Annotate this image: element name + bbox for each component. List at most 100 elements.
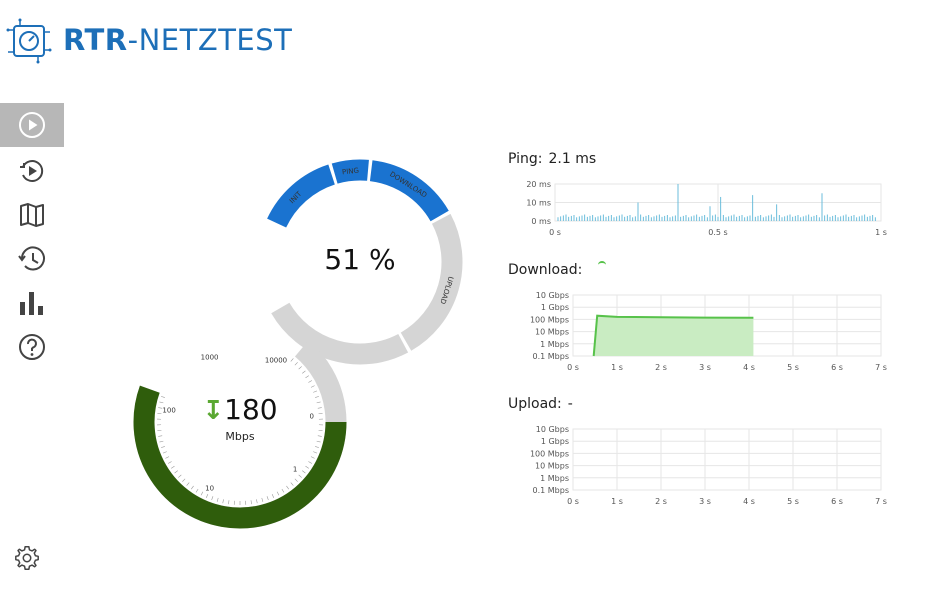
speed-gauge-tick (315, 446, 320, 448)
y-tick-label: 10 ms (526, 199, 551, 208)
speed-gauge-tick (317, 407, 322, 409)
speed-gauge-tick (205, 494, 209, 498)
speed-gauge-tick (160, 446, 165, 448)
speed-gauge-tick (195, 488, 199, 493)
speed-gauge-tick (159, 440, 164, 443)
upload-value: - (567, 396, 573, 412)
speed-gauge-tick (167, 461, 172, 464)
x-tick-label: 1 s (611, 363, 623, 372)
y-tick-label: 1 Mbps (540, 340, 569, 349)
speed-gauge-tick (310, 385, 315, 388)
ping-value: 2.1 ms (548, 151, 597, 167)
speed-gauge-tick (211, 496, 214, 501)
x-tick-label: 2 s (655, 497, 667, 506)
bar-chart-icon (20, 292, 43, 315)
upload-label: Upload: - (508, 396, 573, 412)
download-label: Download: (508, 261, 607, 278)
sidebar-item-statistics[interactable] (0, 281, 64, 325)
app-title-bold: RTR (63, 23, 128, 57)
loading-spinner-icon (598, 261, 607, 269)
x-tick-label: 1 s (875, 228, 887, 237)
speed-gauge-tick (286, 485, 290, 490)
x-tick-label: 5 s (787, 497, 799, 506)
progress-segment-upload (400, 213, 463, 351)
x-tick-label: 0 s (567, 363, 579, 372)
sidebar-item-start-test[interactable] (0, 103, 64, 147)
speed-gauge-tick (200, 491, 204, 496)
help-icon (19, 334, 45, 360)
gauge-area: INIT PING DOWNLOAD UPLOAD 0 1 10 100 1000 10000 5… (110, 140, 490, 540)
y-tick-label: 0 ms (531, 217, 551, 226)
speed-gauge-tick (290, 482, 294, 486)
speed-gauge-tick (308, 380, 313, 383)
replay-icon (20, 160, 44, 182)
x-tick-label: 7 s (875, 497, 887, 506)
speed-gauge-tick (290, 358, 294, 362)
speed-gauge-tick (316, 401, 321, 404)
speed-gauge-tick (216, 497, 219, 502)
speed-gauge-tick (313, 451, 318, 454)
y-tick-label: 0.1 Mbps (533, 486, 570, 495)
download-arrow-icon: ↧ (202, 396, 225, 426)
y-tick-label: 10 Gbps (536, 425, 569, 434)
speed-tick-label-1: 1 (293, 465, 297, 473)
speed-gauge-tick (310, 456, 315, 459)
progress-percent: 51 % (324, 243, 396, 276)
speed-gauge-tick (298, 366, 302, 370)
speed-gauge-tick (160, 396, 165, 398)
speed-tick-label-100: 100 (162, 406, 175, 414)
sidebar-item-history[interactable] (0, 237, 64, 281)
speed-gauge-tick (316, 440, 321, 443)
speed-gauge-tick (256, 499, 258, 504)
y-tick-label: 100 Mbps (530, 315, 569, 324)
app-title[interactable]: RTR-NETZTEST (63, 23, 292, 57)
speed-number: 180 (224, 393, 278, 426)
speed-gauge-tick (261, 497, 264, 502)
x-tick-label: 6 s (831, 497, 843, 506)
speed-gauge-tick (294, 362, 298, 366)
speed-gauge-tick (276, 491, 280, 496)
sidebar-item-replay[interactable] (0, 149, 64, 193)
y-tick-label: 10 Gbps (536, 291, 569, 300)
progress-label-ping: PING (342, 167, 360, 177)
app-title-rest: -NETZTEST (127, 23, 293, 57)
speed-gauge-tick (182, 478, 186, 482)
sidebar-item-map[interactable] (0, 193, 64, 237)
upload-chart: 10 Gbps 1 Gbps 100 Mbps 10 Mbps 1 Mbps 0.1 Mb… (505, 421, 915, 511)
settings-button[interactable] (10, 541, 44, 575)
y-tick-label: 0.1 Mbps (533, 352, 570, 361)
speed-gauge-fill (133, 385, 347, 529)
speed-tick-label-10: 10 (205, 484, 214, 492)
speed-gauge-tick (165, 456, 170, 459)
speed-gauge-tick (158, 407, 163, 409)
y-tick-label: 1 Gbps (541, 437, 569, 446)
x-tick-label: 3 s (699, 363, 711, 372)
y-tick-label: 20 ms (526, 180, 551, 189)
progress-segment-ping (331, 159, 369, 184)
speed-gauge-tick (315, 396, 320, 398)
upload-title: Upload: (508, 396, 562, 412)
map-icon (20, 203, 44, 227)
speed-gauge-tick (305, 465, 309, 469)
app-header: RTR-NETZTEST (0, 0, 950, 85)
speed-unit: Mbps (225, 430, 255, 443)
gear-icon (15, 546, 39, 570)
speed-gauge-tick (250, 500, 252, 505)
speed-gauge-tick (266, 496, 269, 501)
history-icon (18, 246, 45, 271)
speed-gauge-tick (190, 485, 194, 490)
speed-tick-label-0: 0 (309, 413, 313, 421)
speed-gauge-tick (162, 451, 167, 454)
y-tick-label: 10 Mbps (535, 462, 569, 471)
speed-gauge-tick (281, 488, 285, 493)
speed-gauge-tick (302, 370, 306, 374)
speed-gauge-tick (159, 401, 164, 404)
speed-gauge-tick (308, 461, 313, 464)
sidebar-item-help[interactable] (0, 325, 64, 369)
speed-gauge-tick (174, 470, 178, 474)
x-tick-label: 0 s (567, 497, 579, 506)
download-title: Download: (508, 262, 583, 278)
x-tick-label: 6 s (831, 363, 843, 372)
x-tick-label: 4 s (743, 363, 755, 372)
